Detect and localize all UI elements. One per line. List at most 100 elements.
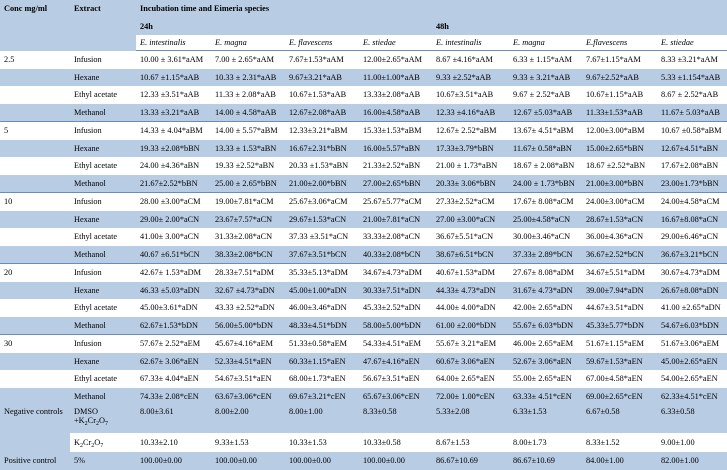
extract-cell: Methanol <box>70 174 136 193</box>
value-cell: 10.67±1.15*aAB <box>582 86 657 104</box>
extract-cell: Infusion <box>70 192 136 211</box>
species-header-row: E. intestinalis E. magna E. flavescens E… <box>0 35 727 51</box>
conc-cell: 5 <box>0 121 70 140</box>
conc-cell <box>0 103 70 122</box>
table-row: 2.5 Infusion 10.00 ± 3.61*aAM 7.00 ± 2.65*a… <box>0 50 727 69</box>
time-48h-header: 48h <box>432 17 727 35</box>
conc-cell: 2.5 <box>0 50 70 69</box>
value-cell: 36.67±5.51*aCN <box>432 228 509 246</box>
value-cell: 16.00±5.57*aBN <box>359 139 432 157</box>
value-cell: 21.00±2.00*bBN <box>285 174 359 193</box>
value-cell: 21.33±2.52*aBN <box>359 157 432 175</box>
value-cell: 25.67±3.06*aCM <box>285 192 359 211</box>
value-cell: 6.33±0.58 <box>657 405 727 433</box>
value-cell: 56.00±5.00*bDN <box>211 316 285 335</box>
extract-cell: Hexane <box>70 139 136 157</box>
conc-cell <box>0 68 70 86</box>
value-cell: 20.33 ±1.53*aBN <box>285 157 359 175</box>
value-cell: 12.00±3.00*aBM <box>582 121 657 140</box>
extract-cell: Methanol <box>70 103 136 122</box>
value-cell: 21.00 ± 1.73*aBN <box>432 157 509 175</box>
value-cell: 25.00 ± 2.65*bBN <box>211 174 285 193</box>
table-row: Methanol 74.33± 2.08*cEN 63.67±3.06*cEN 69.… <box>0 387 727 405</box>
value-cell: 40.67 ±6.51*bCN <box>136 245 211 264</box>
value-cell: 6.33±1.53 <box>509 405 582 433</box>
value-cell: 54.00±2.65*aEN <box>657 370 727 388</box>
conc-cell <box>0 316 70 335</box>
value-cell: 7.00 ± 2.65*aAM <box>211 50 285 69</box>
value-cell: 67.00±4.58*aEN <box>582 370 657 388</box>
value-cell: 31.33±2.08*aCN <box>211 228 285 246</box>
value-cell: 12.33±3.21*aBM <box>285 121 359 140</box>
value-cell: 14.00 ± 5.57*aBM <box>211 121 285 140</box>
value-cell: 21.00±7.81*aCN <box>359 210 432 228</box>
value-cell: 29.00±6.46*aCN <box>657 228 727 246</box>
value-cell: 54.67±3.51*aEN <box>211 370 285 388</box>
table-row: Methanol 13.33 ±3.21*aAB 14.00 ± 4.58*aAB 1… <box>0 103 727 122</box>
value-cell: 100.00±0.00 <box>211 452 285 470</box>
value-cell: 13.33 ±3.21*aAB <box>136 103 211 122</box>
table-row: Ethyl acetate 12.33 ±3.51*aAB 11.33 ± 2.08… <box>0 86 727 104</box>
value-cell: 12.67±4.51*aBN <box>657 139 727 157</box>
value-cell: 13.67± 4.51*aBM <box>509 121 582 140</box>
value-cell: 25.00±4.58*aCN <box>509 210 582 228</box>
value-cell: 57.67± 2.52*aEM <box>136 334 211 353</box>
extract-cell: Ethyl acetate <box>70 370 136 388</box>
value-cell: 74.33± 2.08*cEN <box>136 387 211 405</box>
value-cell: 28.67±1.53*aCN <box>582 210 657 228</box>
value-cell: 30.00±3.46*aCN <box>509 228 582 246</box>
table-row: Hexane 19.33 ±2.08*bBN 13.33 ± 1.53*aBN 16.… <box>0 139 727 157</box>
species-header: E. intestinalis <box>136 35 211 51</box>
value-cell: 28.33±7.51*aDM <box>211 263 285 282</box>
extract-cell: Infusion <box>70 263 136 282</box>
value-cell: 29.67±1.53*aCN <box>285 210 359 228</box>
value-cell: 37.67±3.51*bCN <box>285 245 359 264</box>
value-cell: 15.00±2.65*bBN <box>582 139 657 157</box>
value-cell: 10.33 ± 2.31*aAB <box>211 68 285 86</box>
table-row: Ethyl acetate 45.00±3.61*aDN 43.33 ±2.52*a… <box>0 299 727 317</box>
value-cell: 54.33±4.51*aEM <box>359 334 432 353</box>
conc-cell <box>0 245 70 264</box>
value-cell: 61.00 ±2.00*bDN <box>432 316 509 335</box>
value-cell: 8.00±2.00 <box>211 405 285 433</box>
extract-cell: Methanol <box>70 387 136 405</box>
value-cell: 69.00±2.65*cEN <box>582 387 657 405</box>
value-cell: 51.33±0.58*aEM <box>285 334 359 353</box>
value-cell: 58.00±5.00*bDN <box>359 316 432 335</box>
dmso-label: DMSO <box>74 407 98 416</box>
table-row: 5 Infusion 14.33 ± 4.04*aBM 14.00 ± 5.57*aB… <box>0 121 727 140</box>
extract-cell: Hexane <box>70 281 136 299</box>
value-cell: 18.67 ± 2.08*aBN <box>509 157 582 175</box>
chem-cr: Cr <box>87 416 96 425</box>
value-cell: 35.33±5.13*aDM <box>285 263 359 282</box>
value-cell: 59.67±1.53*aEN <box>582 352 657 370</box>
value-cell: 19.00±7.81*aCM <box>211 192 285 211</box>
extract-cell: Infusion <box>70 121 136 140</box>
value-cell: 46.00±3.46*aDN <box>285 299 359 317</box>
extract-cell: Ethyl acetate <box>70 228 136 246</box>
value-cell: 46.00± 2.65*aEM <box>509 334 582 353</box>
value-cell: 36.00±4.36*aCN <box>582 228 657 246</box>
conc-cell <box>0 370 70 388</box>
extract-header: Extract <box>70 0 136 51</box>
value-cell: 7.67±1.15*aAM <box>582 50 657 69</box>
value-cell: 45.67±4.16*aEM <box>211 334 285 353</box>
value-cell: 13.33±2.08*aAB <box>359 86 432 104</box>
value-cell: 34.67±5.51*aDM <box>582 263 657 282</box>
value-cell: 8.33 ±3.21*aAM <box>657 50 727 69</box>
value-cell: 21.00±3.00*bBN <box>582 174 657 193</box>
value-cell: 9.33 ± 3.21*aAB <box>509 68 582 86</box>
value-cell: 12.67 ±5.03*aAB <box>509 103 582 122</box>
value-cell: 42.67± 1.53*aDM <box>136 263 211 282</box>
value-cell: 45.00±3.61*aDN <box>136 299 211 317</box>
value-cell: 16.67±2.31*bBN <box>285 139 359 157</box>
header-row-2: 24h 48h <box>0 17 727 35</box>
table-row: Hexane 46.33 ±5.03*aDN 32.67 ±4.73*aDN 45.0… <box>0 281 727 299</box>
value-cell: 9.33±1.53 <box>211 433 285 452</box>
extract-cell: 5% <box>70 452 136 470</box>
value-cell: 62.33±4.51*cEN <box>657 387 727 405</box>
value-cell: 43.33 ±2.52*aDN <box>211 299 285 317</box>
value-cell: 72.00± 1.00*cEN <box>432 387 509 405</box>
conc-cell <box>0 139 70 157</box>
value-cell: 8.33±0.58 <box>359 405 432 433</box>
